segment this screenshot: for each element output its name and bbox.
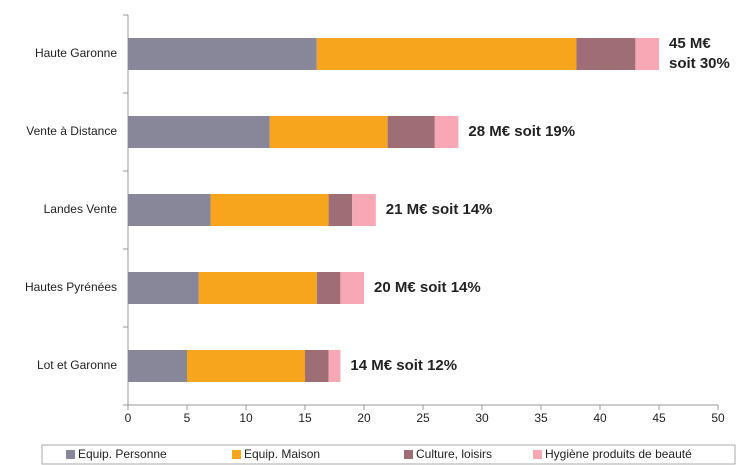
legend-label: Equip. Personne xyxy=(78,447,167,461)
bar-segment xyxy=(576,38,636,70)
total-label: soit 30% xyxy=(669,55,730,72)
bar-segment xyxy=(328,350,341,382)
legend-swatch xyxy=(533,450,542,459)
x-tick-label: 10 xyxy=(239,411,253,425)
x-tick-label: 35 xyxy=(534,411,548,425)
y-tick-label: Lot et Garonne xyxy=(37,358,117,372)
total-label: 20 M€ soit 14% xyxy=(374,279,481,296)
bar-segment xyxy=(340,272,364,304)
bar-segment xyxy=(198,272,317,304)
y-tick-label: Haute Garonne xyxy=(35,46,117,60)
legend-label: Culture, loisirs xyxy=(416,447,492,461)
bar-segment xyxy=(316,38,577,70)
total-label: 28 M€ soit 19% xyxy=(468,123,575,140)
x-tick-label: 5 xyxy=(184,411,191,425)
legend-swatch xyxy=(66,450,75,459)
y-tick-label: Landes Vente xyxy=(44,202,118,216)
bar-segment xyxy=(352,194,376,226)
x-tick-label: 15 xyxy=(298,411,312,425)
x-tick-label: 50 xyxy=(711,411,725,425)
bar-segment xyxy=(269,116,388,148)
bar-segment xyxy=(128,350,187,382)
bar-segment xyxy=(128,116,270,148)
legend-box xyxy=(41,444,736,465)
total-label: 14 M€ soit 12% xyxy=(350,357,457,374)
legend-swatch xyxy=(404,450,413,459)
y-tick-label: Hautes Pyrénées xyxy=(25,280,117,294)
x-tick-label: 0 xyxy=(125,411,132,425)
y-tick-label: Vente à Distance xyxy=(26,124,117,138)
x-tick-label: 25 xyxy=(416,411,430,425)
x-tick-label: 45 xyxy=(652,411,666,425)
legend-label: Hygiène produits de beauté xyxy=(545,447,692,461)
bar-segment xyxy=(128,194,211,226)
bar-segment xyxy=(128,272,199,304)
x-tick-label: 40 xyxy=(593,411,607,425)
bar-segment xyxy=(187,350,305,382)
x-tick-label: 20 xyxy=(357,411,371,425)
bar-segment xyxy=(387,116,435,148)
legend-swatch xyxy=(232,450,241,459)
total-label: 21 M€ soit 14% xyxy=(386,201,493,218)
bar-segment xyxy=(635,38,659,70)
legend-label: Equip. Maison xyxy=(244,447,320,461)
x-tick-label: 30 xyxy=(475,411,489,425)
bar-segment xyxy=(328,194,353,226)
total-label: 45 M€ xyxy=(669,35,711,52)
bar-segment xyxy=(305,350,329,382)
bar-segment xyxy=(434,116,459,148)
bar-segment xyxy=(316,272,341,304)
bar-segment xyxy=(128,38,317,70)
bar-segment xyxy=(210,194,329,226)
